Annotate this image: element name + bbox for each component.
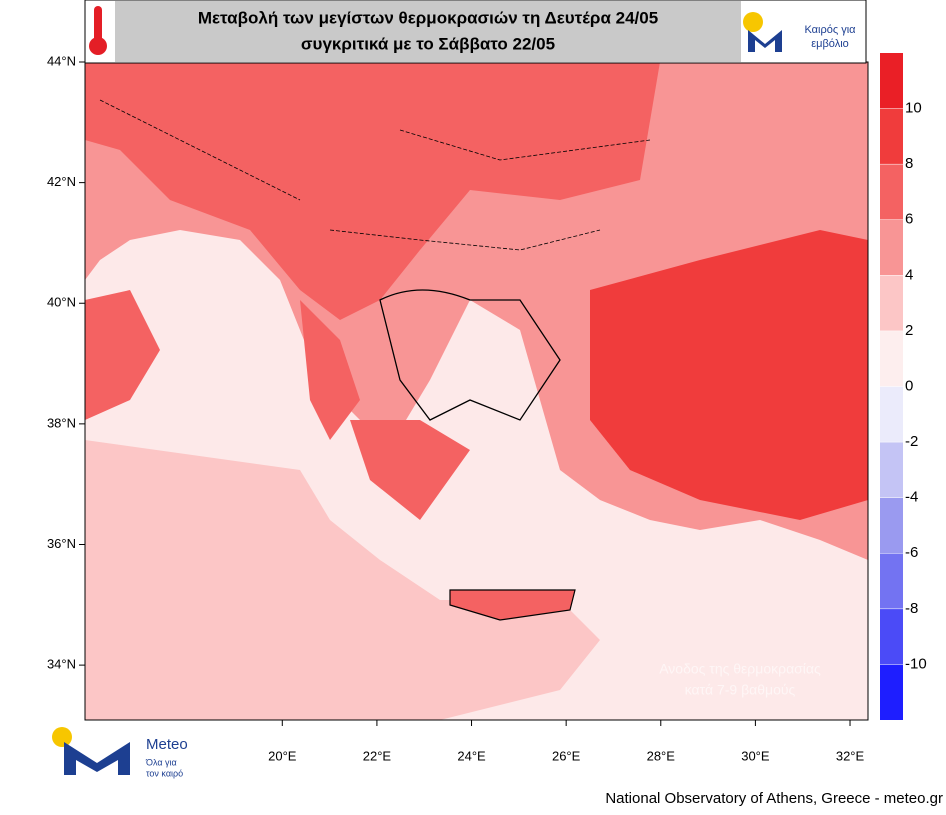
colorbar-tick-label: 4 [905, 266, 913, 283]
map-field [85, 62, 868, 720]
badge-logo [743, 12, 782, 52]
badge-text: Καιρός για [804, 24, 856, 36]
colorbar-tick-label: -6 [905, 544, 918, 561]
colorbar-band [880, 442, 903, 498]
x-tick-label: 24°E [457, 748, 486, 763]
y-tick-label: 34°N [47, 657, 76, 672]
y-tick-label: 40°N [47, 295, 76, 310]
logo-name: Meteo [146, 736, 188, 753]
meteo-logo [52, 727, 130, 775]
badge-text: εμβόλιο [811, 38, 849, 50]
colorbar-tick-label: 10 [905, 100, 922, 117]
title-box [115, 1, 741, 62]
title-line: Μεταβολή των μεγίστων θερμοκρασιών τη Δε… [198, 8, 658, 27]
x-tick-label: 28°E [647, 748, 676, 763]
y-tick-label: 42°N [47, 174, 76, 189]
credit: National Observatory of Athens, Greece -… [605, 790, 943, 807]
colorbar-band [880, 219, 903, 276]
colorbar-band [880, 53, 903, 109]
colorbar-band [880, 275, 903, 331]
y-tick-label: 38°N [47, 415, 76, 430]
colorbar-tick-label: 6 [905, 211, 913, 228]
colorbar-tick-label: 0 [905, 377, 913, 394]
x-tick-label: 26°E [552, 748, 581, 763]
y-tick-label: 36°N [47, 536, 76, 551]
colorbar-tick-label: -8 [905, 600, 918, 617]
colorbar-tick-label: -10 [905, 655, 927, 672]
colorbar-band [880, 386, 903, 443]
x-tick-label: 20°E [268, 748, 297, 763]
x-tick-label: 32°E [836, 748, 865, 763]
title-line: συγκριτικά με το Σάββατο 22/05 [301, 34, 555, 53]
colorbar-tick-label: -4 [905, 489, 918, 506]
colorbar-band [880, 164, 903, 220]
colorbar-band [880, 608, 903, 665]
thermometer-icon [89, 6, 107, 55]
logo-tagline: Όλα για [145, 757, 177, 767]
x-tick-label: 30°E [741, 748, 770, 763]
colorbar-tick-label: 2 [905, 322, 913, 339]
colorbar-band [880, 108, 903, 165]
colorbar-tick-label: 8 [905, 155, 913, 172]
logo-tagline: τον καιρό [146, 768, 183, 778]
x-tick-label: 22°E [363, 748, 392, 763]
y-tick-label: 44°N [47, 53, 76, 68]
annotation: κατά 7-9 βαθμούς [685, 682, 796, 698]
colorbar-band [880, 664, 903, 720]
annotation: Ανοδος της θερμοκρασίας [659, 661, 821, 677]
colorbar-band [880, 553, 903, 609]
colorbar-tick-label: -2 [905, 433, 918, 450]
colorbar-band [880, 330, 903, 387]
colorbar-band [880, 497, 903, 554]
